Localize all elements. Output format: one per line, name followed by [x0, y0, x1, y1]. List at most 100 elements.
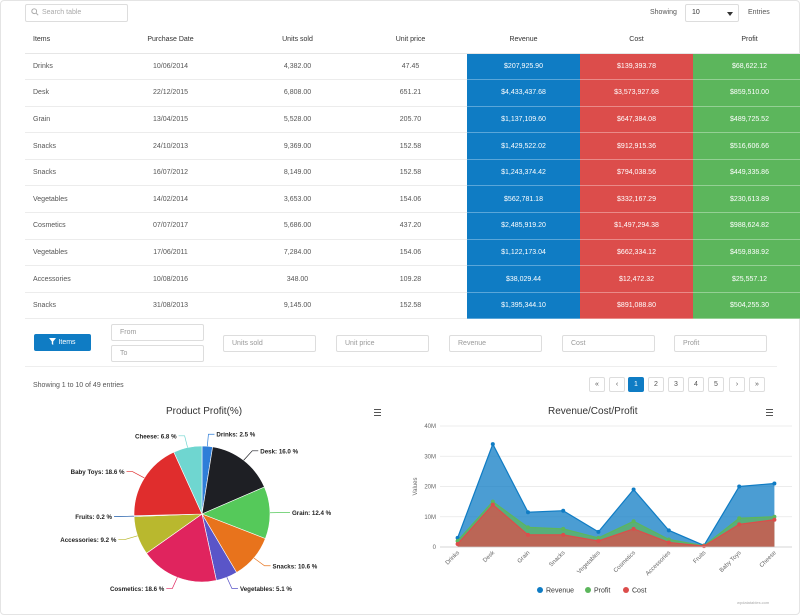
data-point	[561, 526, 566, 531]
table-row[interactable]: Cosmetics 07/07/2017 5,686.00 437.20 $2,485,…	[25, 212, 800, 240]
column-header-items[interactable]: Items	[25, 27, 100, 54]
cell-unit-price: 152.58	[354, 292, 467, 320]
items-filter-label: Items	[58, 339, 76, 346]
data-point	[490, 442, 495, 447]
pie-data-label: Baby Toys: 18.6 %	[71, 469, 125, 476]
cell-cost: $1,497,294.38	[580, 212, 693, 240]
units-sold-filter[interactable]: Units sold	[223, 335, 316, 352]
cell-purchase-date: 14/02/2014	[100, 185, 241, 214]
legend-label: Profit	[594, 588, 610, 595]
cell-units-sold: 9,145.00	[241, 292, 354, 320]
cell-cost: $794,038.56	[580, 159, 693, 187]
column-header-revenue[interactable]: Revenue	[467, 27, 580, 54]
pie-data-label: Desk: 16.0 %	[260, 448, 298, 455]
profit-filter[interactable]: Profit	[674, 335, 767, 352]
hamburger-menu-icon[interactable]	[766, 409, 773, 416]
profit-placeholder: Profit	[683, 340, 700, 347]
cell-revenue: $1,429,522.02	[467, 132, 580, 160]
page-length-value: 10	[692, 9, 700, 16]
pie-connector	[118, 535, 138, 541]
cell-profit: $489,725.52	[693, 106, 800, 134]
cell-item: Snacks	[25, 292, 100, 320]
date-from-field[interactable]: From	[111, 324, 204, 341]
data-point	[772, 481, 777, 486]
data-point	[561, 532, 566, 537]
date-to-field[interactable]: To	[111, 345, 204, 362]
x-tick-label: Fruits	[693, 550, 708, 565]
prev-page-button[interactable]: ‹	[609, 377, 625, 392]
legend-marker	[537, 587, 543, 593]
data-table: Items Purchase Date Units sold Unit pric…	[25, 27, 800, 320]
data-point	[490, 499, 495, 504]
table-row[interactable]: Accessories 10/08/2016 348.00 109.28 $38,029…	[25, 265, 800, 293]
last-page-button[interactable]: »	[749, 377, 765, 392]
x-tick-label: Cosmetics	[613, 550, 637, 574]
page-button-2[interactable]: 2	[648, 377, 664, 392]
cell-item: Vegetables	[25, 239, 100, 267]
data-point	[596, 529, 601, 534]
cell-cost: $912,915.36	[580, 132, 693, 160]
cell-purchase-date: 16/07/2012	[100, 159, 241, 187]
table-row[interactable]: Snacks 16/07/2012 8,149.00 152.58 $1,243,374…	[25, 159, 800, 187]
column-header-cost[interactable]: Cost	[580, 27, 693, 54]
cell-unit-price: 154.06	[354, 185, 467, 214]
column-header-purchase-date[interactable]: Purchase Date	[100, 27, 241, 54]
pie-data-label: Drinks: 2.5 %	[216, 432, 255, 439]
x-tick-label: Accessories	[645, 550, 672, 577]
cell-revenue: $562,781.18	[467, 185, 580, 214]
revenue-filter[interactable]: Revenue	[449, 335, 542, 352]
column-header-unit-price[interactable]: Unit price	[354, 27, 467, 54]
unit-price-filter[interactable]: Unit price	[336, 335, 429, 352]
cell-units-sold: 8,149.00	[241, 159, 354, 187]
table-row[interactable]: Snacks 31/08/2013 9,145.00 152.58 $1,395,344…	[25, 292, 800, 320]
cell-revenue: $38,029.44	[467, 265, 580, 293]
cell-unit-price: 152.58	[354, 132, 467, 160]
cell-profit: $459,838.92	[693, 239, 800, 267]
hamburger-menu-icon[interactable]	[374, 409, 381, 416]
cell-cost: $332,167.29	[580, 185, 693, 214]
date-to-placeholder: To	[120, 350, 128, 357]
cell-unit-price: 47.45	[354, 53, 467, 81]
legend-label: Cost	[632, 588, 646, 595]
chevron-down-icon	[727, 12, 733, 16]
page-button-5[interactable]: 5	[708, 377, 724, 392]
pie-connector	[126, 471, 145, 479]
items-filter-button[interactable]: Items	[34, 334, 91, 351]
data-point	[772, 517, 777, 522]
data-point	[526, 532, 530, 537]
cell-purchase-date: 13/04/2015	[100, 106, 241, 134]
next-page-button[interactable]: ›	[729, 377, 745, 392]
table-row[interactable]: Drinks 10/06/2014 4,382.00 47.45 $207,925.90…	[25, 53, 800, 81]
cell-profit: $516,606.66	[693, 132, 800, 160]
cell-profit: $25,557.12	[693, 265, 800, 293]
cell-profit: $449,335.86	[693, 159, 800, 187]
page-length-select[interactable]: 10	[685, 4, 739, 22]
page-button-4[interactable]: 4	[688, 377, 704, 392]
search-input[interactable]: Search table	[25, 4, 128, 22]
data-point	[490, 502, 495, 507]
data-point	[455, 535, 460, 540]
cell-unit-price: 651.21	[354, 79, 467, 107]
data-point	[455, 538, 460, 543]
data-point	[702, 544, 706, 549]
pie-slice	[146, 513, 217, 583]
table-row[interactable]: Snacks 24/10/2013 9,369.00 152.58 $1,429,522…	[25, 132, 800, 160]
cell-cost: $647,384.08	[580, 106, 693, 134]
legend-label: Revenue	[546, 588, 574, 595]
search-placeholder: Search table	[42, 9, 82, 16]
column-header-units-sold[interactable]: Units sold	[241, 27, 354, 54]
pie-connector	[206, 433, 215, 447]
page-button-1[interactable]: 1	[628, 377, 644, 392]
first-page-button[interactable]: «	[589, 377, 605, 392]
cost-filter[interactable]: Cost	[562, 335, 655, 352]
table-row[interactable]: Desk 22/12/2015 6,808.00 651.21 $4,433,437.6…	[25, 79, 800, 107]
cell-item: Drinks	[25, 53, 100, 81]
table-row[interactable]: Vegetables 17/06/2011 7,284.00 154.06 $1,122…	[25, 239, 800, 267]
pie-data-label: Grain: 12.4 %	[292, 510, 332, 517]
x-tick-label: Desk	[482, 549, 497, 564]
cell-purchase-date: 17/06/2011	[100, 239, 241, 267]
table-row[interactable]: Grain 13/04/2015 5,528.00 205.70 $1,137,109.…	[25, 106, 800, 134]
column-header-profit[interactable]: Profit	[693, 27, 800, 54]
page-button-3[interactable]: 3	[668, 377, 684, 392]
table-row[interactable]: Vegetables 14/02/2014 3,653.00 154.06 $562,7…	[25, 185, 800, 214]
